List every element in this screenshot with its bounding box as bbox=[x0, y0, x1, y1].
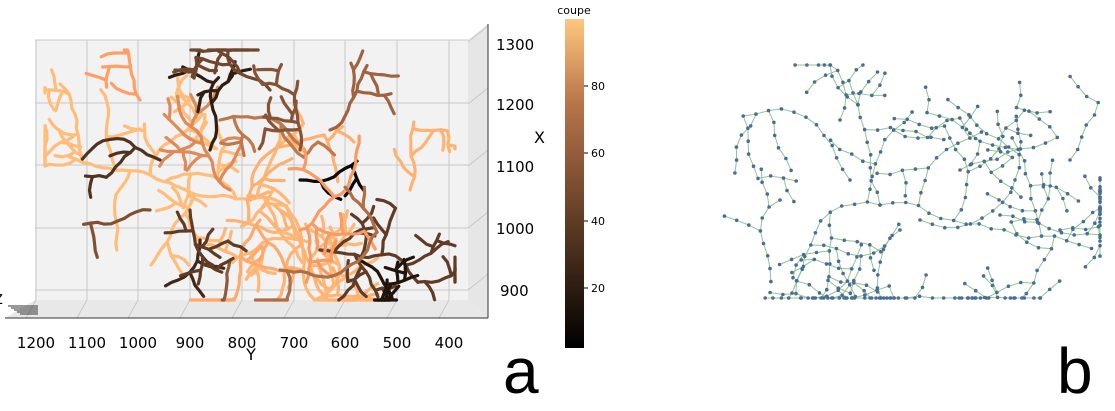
graph-nodes bbox=[722, 63, 1102, 300]
plot-pane bbox=[35, 40, 468, 300]
y-tick-600: 600 bbox=[331, 334, 360, 352]
x-tick-1300: 1300 bbox=[496, 36, 534, 54]
grid bbox=[5, 24, 489, 319]
panel-a: 1200 1100 1000 900 800 700 600 500 400 Y… bbox=[0, 4, 605, 407]
y-tick-400: 400 bbox=[435, 334, 464, 352]
y-axis-label: Y bbox=[245, 345, 256, 364]
y-tick-900: 900 bbox=[176, 334, 205, 352]
colorbar-title: coupe bbox=[557, 4, 591, 17]
x-tick-900: 900 bbox=[500, 282, 529, 300]
x-tick-1000: 1000 bbox=[496, 220, 534, 238]
x-tick-labels: 1300 1200 1100 1000 900 bbox=[496, 36, 534, 300]
colorbar-tick-40: 40 bbox=[591, 215, 605, 228]
y-tick-1000: 1000 bbox=[119, 334, 157, 352]
side-wall bbox=[468, 24, 488, 318]
neuron-branches bbox=[43, 48, 457, 302]
x-axis-label: X bbox=[534, 128, 545, 147]
colorbar-tick-60: 60 bbox=[591, 147, 605, 160]
panel-label-b: b bbox=[1057, 335, 1093, 407]
panel-b: b bbox=[722, 63, 1102, 407]
y-tick-labels: 1200 1100 1000 900 800 700 600 500 400 bbox=[17, 334, 463, 352]
y-tick-700: 700 bbox=[280, 334, 309, 352]
colorbar-tick-20: 20 bbox=[591, 282, 605, 295]
colorbar-tick-80: 80 bbox=[591, 80, 605, 93]
y-tick-500: 500 bbox=[383, 334, 412, 352]
y-tick-1200: 1200 bbox=[17, 334, 55, 352]
x-tick-1100: 1100 bbox=[496, 158, 534, 176]
graph-edges bbox=[724, 64, 1101, 299]
panel-label-a: a bbox=[503, 335, 539, 407]
x-tick-1200: 1200 bbox=[496, 96, 534, 114]
y-tick-1100: 1100 bbox=[68, 334, 106, 352]
floor-plane bbox=[5, 300, 488, 318]
colorbar: coupe 80 60 40 20 bbox=[557, 4, 605, 348]
colorbar-gradient bbox=[565, 19, 584, 348]
z-axis-label: Z bbox=[0, 293, 3, 308]
y-tick-800: 800 bbox=[228, 334, 257, 352]
